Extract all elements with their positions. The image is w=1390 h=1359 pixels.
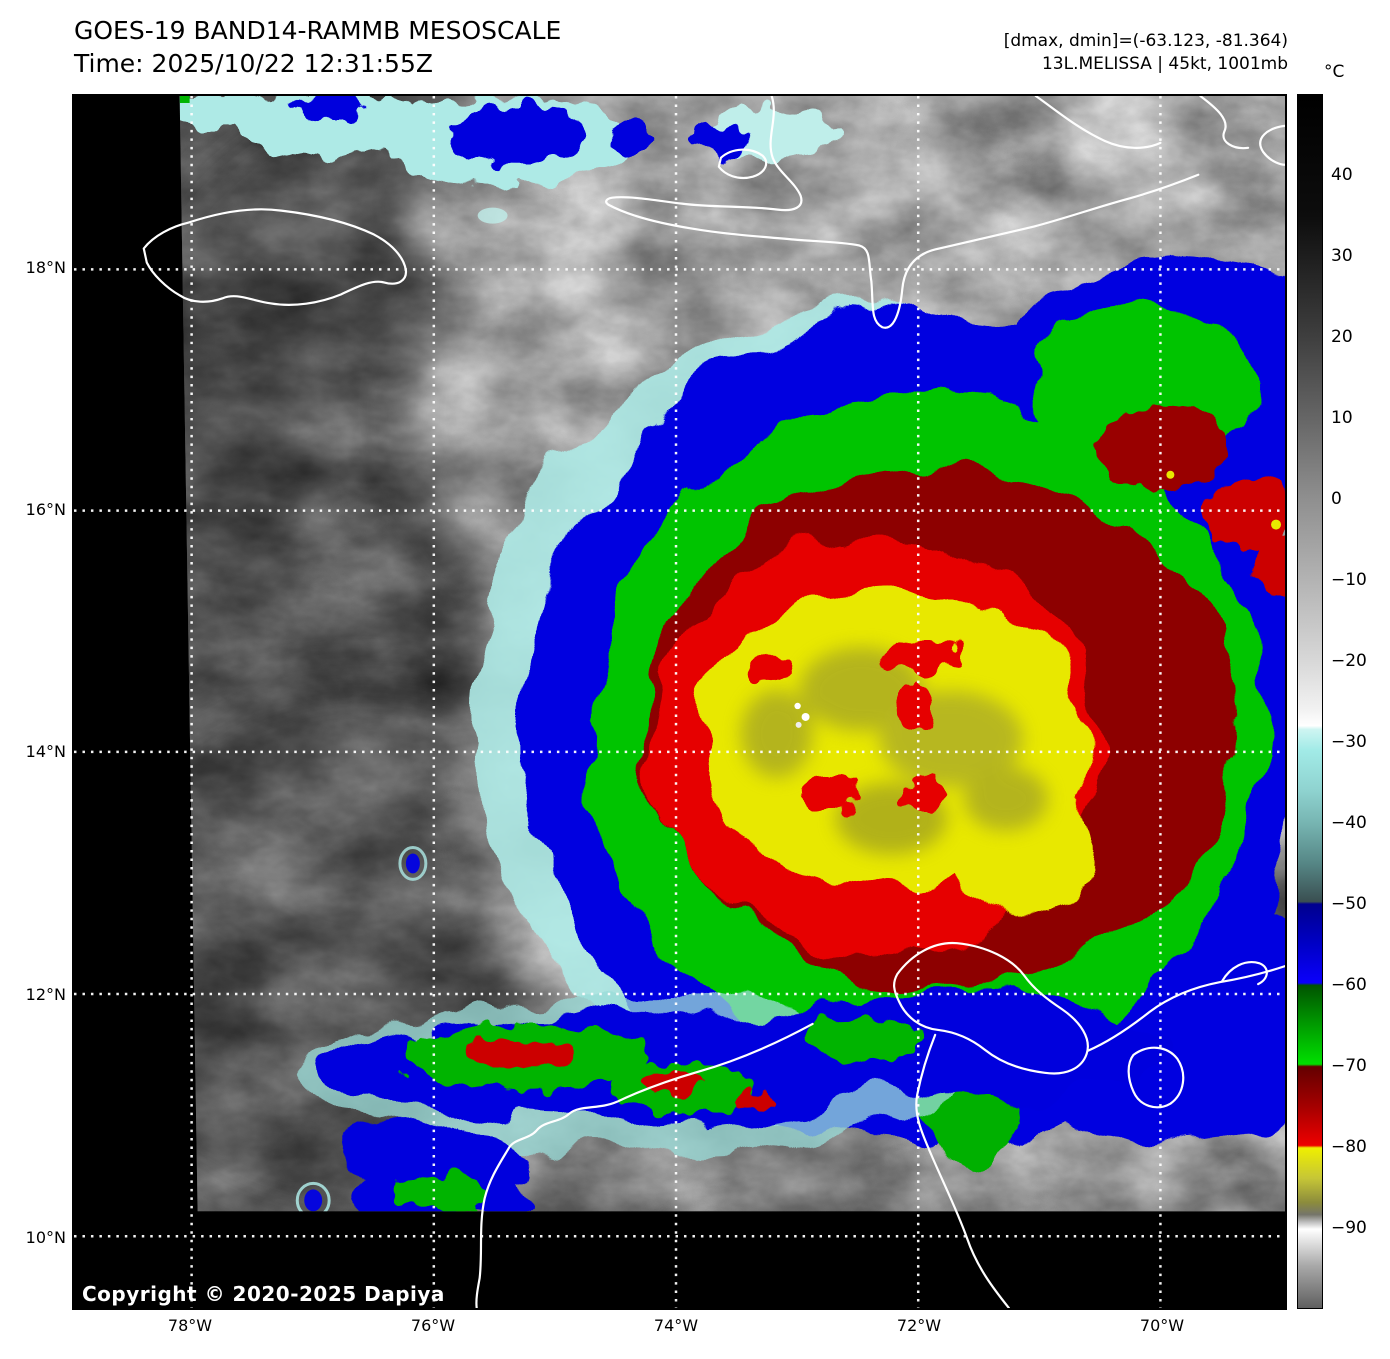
graticule-gridlines — [74, 96, 1285, 1308]
copyright-watermark: Copyright © 2020-2025 Dapiya — [82, 1282, 445, 1306]
colorbar-tick-label: −60 — [1331, 974, 1367, 995]
colorbar-tick-label: 20 — [1331, 327, 1353, 347]
coastline-corner-hook — [1199, 96, 1285, 166]
product-timestamp: Time: 2025/10/22 12:31:55Z — [74, 49, 433, 78]
product-title: GOES-19 BAND14-RAMMB MESOSCALE — [74, 16, 562, 45]
longitude-label: 78°W — [167, 1316, 213, 1335]
satellite-image — [74, 96, 1285, 1308]
latitude-label: 12°N — [25, 985, 66, 1004]
longitude-label: 70°W — [1139, 1316, 1185, 1335]
top-cold-band — [179, 96, 834, 186]
latitude-label: 14°N — [25, 742, 66, 761]
coastline-paraguana — [1221, 961, 1268, 986]
latitude-label: 16°N — [25, 500, 66, 519]
longitude-label: 74°W — [653, 1316, 699, 1335]
colorbar-tick-label: 30 — [1331, 245, 1353, 266]
colorbar-tick-label: −30 — [1331, 731, 1367, 752]
latitude-label: 18°N — [25, 258, 66, 277]
coastline-maracaibo — [1127, 1046, 1185, 1109]
dmax-dmin-readout: [dmax, dmin]=(-63.123, -81.364) — [1003, 31, 1288, 51]
colorbar-tick-label: −80 — [1331, 1137, 1367, 1158]
colorbar-tick-label: 0 — [1331, 488, 1342, 509]
coastline-hispaniola — [605, 96, 1200, 329]
colorbar-tick-label: −90 — [1331, 1217, 1367, 1238]
coastline-venezuela-ne — [1086, 965, 1285, 1052]
south-convection-band — [295, 991, 1171, 1212]
outer-convection-ne — [1096, 404, 1285, 599]
satellite-map: Copyright © 2020-2025 Dapiya — [72, 94, 1287, 1310]
storm-info-readout: 13L.MELISSA | 45kt, 1001mb — [1041, 54, 1288, 74]
colorbar-gradient — [1297, 94, 1323, 1309]
coastline-gonave — [717, 148, 768, 180]
colorbar-tick-label: −70 — [1331, 1056, 1367, 1076]
latitude-label: 10°N — [25, 1228, 66, 1247]
storm-cdo — [469, 255, 1285, 1173]
infrared-imagery — [179, 96, 1285, 1212]
longitude-label: 72°W — [896, 1316, 942, 1335]
coastlines — [142, 96, 1285, 1308]
colorbar-tick-label: −50 — [1331, 894, 1367, 915]
coastline-guajira — [893, 942, 1089, 1075]
coastline-venezuela-descent — [915, 1033, 1011, 1308]
longitude-label: 76°W — [410, 1316, 456, 1335]
coastline-north-fragment — [1034, 96, 1162, 149]
colorbar-tick-label: 40 — [1331, 165, 1353, 186]
coastline-colombia — [475, 1022, 814, 1308]
colorbar-tick-label: −10 — [1331, 570, 1367, 590]
coastline-jamaica — [142, 208, 408, 306]
colorbar-tick-label: −20 — [1331, 651, 1367, 672]
colorbar-unit-label: °C — [1324, 62, 1345, 82]
colorbar-tick-label: −40 — [1331, 813, 1367, 833]
colorbar-tick-label: 10 — [1331, 408, 1353, 429]
